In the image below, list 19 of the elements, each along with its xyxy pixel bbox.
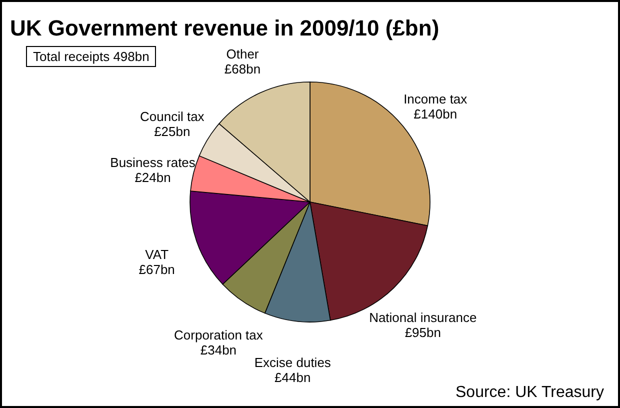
text: Total receipts 498bn [26,46,156,67]
slice-label: Council tax [140,108,205,124]
slice-label: Corporation tax [174,328,264,343]
chart-title: UK Government revenue in 2009/10 (£bn) [10,16,440,41]
data-label: £95bn [404,325,441,340]
slice-label: National insurance [369,310,477,326]
source-note: Source: UK Treasury [456,384,604,402]
data-label: £44bn [274,370,311,386]
data-label: £34bn [200,342,237,358]
data-label: £25bn [154,124,190,139]
slice-label: Business rates [110,154,196,170]
slice-label: Excise duties [254,355,332,370]
data-label: £140bn [414,106,458,122]
data-label: £68bn [224,62,261,77]
data-label: £67bn [138,262,175,277]
data-label: £24bn [134,170,171,185]
slice-label: VAT [145,246,169,262]
slice-label: Other [226,46,260,62]
slice-label: Income tax [404,91,468,106]
